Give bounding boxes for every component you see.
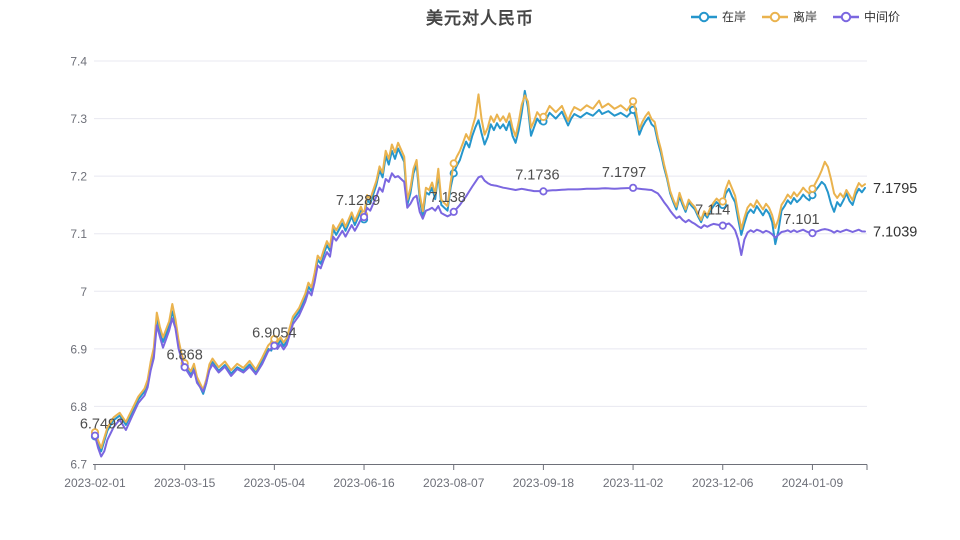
- data-point-marker[interactable]: [449, 207, 458, 216]
- value-annotation: 7.101: [783, 212, 819, 228]
- x-axis-label: 2023-06-16: [333, 476, 395, 490]
- y-axis-label: 7: [80, 285, 87, 299]
- y-axis-label: 7.4: [70, 55, 87, 69]
- legend-line-icon: [832, 11, 859, 22]
- legend-item-中间价[interactable]: 中间价: [832, 8, 900, 25]
- chart-legend: 在岸 离岸 中间价: [690, 8, 900, 25]
- series-end-label: 7.1039: [873, 224, 917, 240]
- y-axis-label: 7.3: [70, 112, 87, 126]
- y-axis-label: 6.9: [70, 342, 87, 356]
- legend-label: 在岸: [721, 10, 746, 24]
- series-end-label: 7.1795: [873, 181, 917, 197]
- data-point-marker[interactable]: [449, 159, 458, 168]
- value-annotation: 7.1797: [602, 165, 646, 181]
- value-annotation: 7.1289: [336, 193, 380, 209]
- x-axis-label: 2023-08-07: [423, 476, 485, 490]
- legend-line-icon: [690, 11, 717, 22]
- data-point-marker[interactable]: [539, 187, 548, 196]
- data-point-marker[interactable]: [628, 97, 638, 106]
- x-axis-label: 2023-02-01: [64, 476, 126, 490]
- x-axis-label: 2023-03-15: [154, 476, 216, 490]
- value-annotation: 6.9054: [252, 326, 296, 342]
- value-annotation: 7.1736: [515, 167, 559, 183]
- x-axis-label: 2023-11-02: [603, 476, 664, 490]
- value-annotation: 6.7492: [80, 417, 124, 433]
- x-axis-label: 2023-09-18: [513, 476, 575, 490]
- legend-item-在岸[interactable]: 在岸: [690, 8, 746, 25]
- data-point-marker[interactable]: [359, 212, 369, 222]
- y-axis-label: 7.1: [70, 227, 87, 241]
- value-annotation: 7.114: [695, 203, 730, 219]
- x-axis-label: 2023-05-04: [244, 476, 306, 490]
- data-point-marker[interactable]: [808, 229, 817, 238]
- value-annotation: 7.138: [430, 190, 466, 206]
- legend-label: 中间价: [863, 10, 900, 24]
- data-point-marker[interactable]: [718, 221, 727, 230]
- series-line-中间价: [94, 172, 866, 458]
- data-point-marker[interactable]: [718, 197, 727, 206]
- data-point-marker[interactable]: [270, 341, 279, 350]
- legend-item-离岸[interactable]: 离岸: [761, 8, 817, 25]
- data-point-marker[interactable]: [90, 431, 100, 440]
- data-point-marker[interactable]: [539, 112, 548, 121]
- series-line-离岸: [94, 93, 866, 449]
- value-annotation: 6.868: [167, 347, 203, 363]
- y-axis-label: 6.7: [70, 458, 87, 472]
- x-axis-label: 2023-12-06: [692, 476, 754, 490]
- data-point-marker[interactable]: [808, 184, 817, 193]
- x-axis-label: 2024-01-09: [782, 476, 844, 490]
- data-point-marker[interactable]: [180, 363, 189, 372]
- data-point-marker[interactable]: [628, 183, 638, 192]
- legend-line-icon: [761, 11, 788, 22]
- y-axis-label: 7.2: [70, 170, 87, 184]
- series-line-在岸: [94, 89, 866, 453]
- legend-label: 离岸: [792, 10, 817, 24]
- y-axis-label: 6.8: [70, 400, 87, 414]
- chart-title: 美元对人民币: [426, 9, 534, 28]
